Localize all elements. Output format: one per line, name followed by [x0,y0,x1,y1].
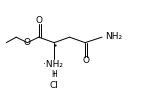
Text: Cl: Cl [50,81,59,90]
Text: NH₂: NH₂ [105,32,122,41]
Text: O: O [83,56,90,65]
Text: O: O [24,38,31,47]
Text: H: H [51,70,57,79]
Text: ·NH₂: ·NH₂ [43,60,63,69]
Text: O: O [36,16,43,25]
